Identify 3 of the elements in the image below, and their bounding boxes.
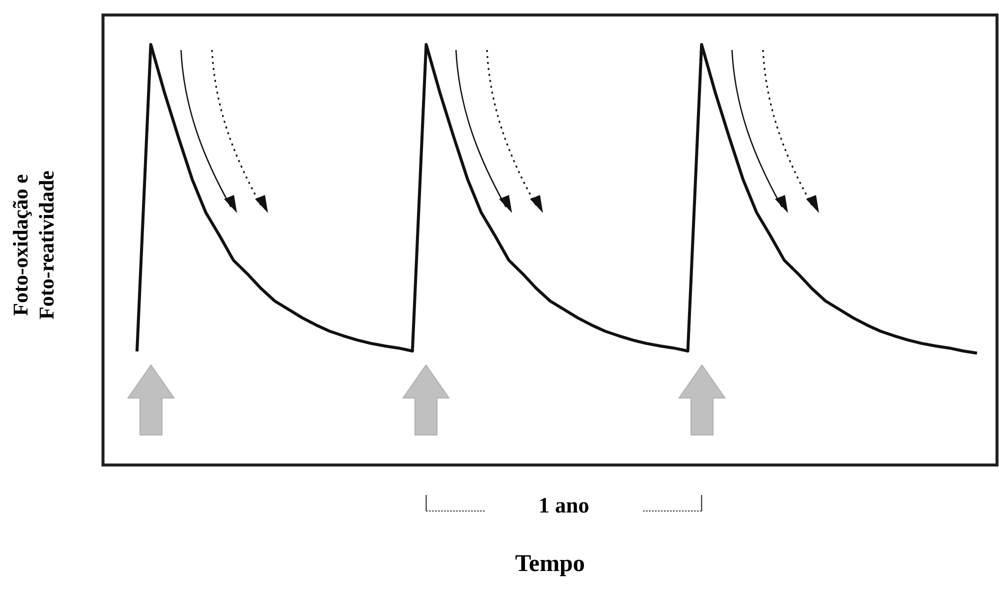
x-axis-title: Tempo xyxy=(515,551,585,578)
text: 1 ano xyxy=(538,492,590,518)
y-axis-title: Foto-oxidação e Foto-reatividade xyxy=(8,170,58,320)
